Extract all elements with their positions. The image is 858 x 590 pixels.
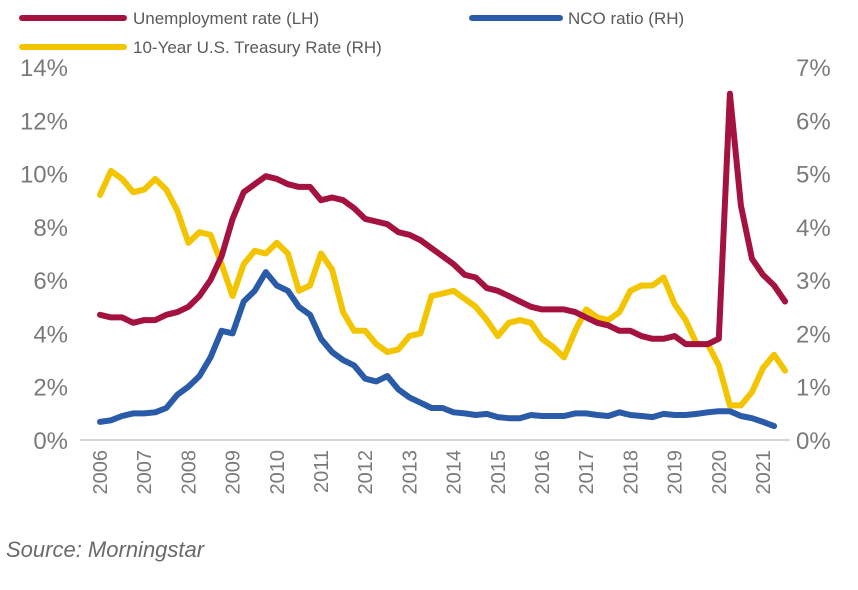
x-tick-label: 2014 <box>444 450 466 495</box>
left-tick-label: 12% <box>20 108 68 135</box>
x-tick-label: 2012 <box>355 450 377 495</box>
x-tick-label: 2019 <box>665 450 687 495</box>
legend-label-treasury: 10-Year U.S. Treasury Rate (RH) <box>133 38 382 57</box>
x-tick-label: 2016 <box>532 450 554 495</box>
right-axis: 0% 1% 2% 3% 4% 5% 6% 7% <box>796 55 831 455</box>
legend: Unemployment rate (LH) NCO ratio (RH) 10… <box>19 9 684 57</box>
x-tick-label: 2008 <box>178 450 200 495</box>
right-tick-label: 6% <box>796 108 831 135</box>
left-tick-label: 0% <box>33 428 68 455</box>
source-note: Source: Morningstar <box>6 537 205 562</box>
left-tick-label: 10% <box>20 162 68 189</box>
right-tick-label: 1% <box>796 375 831 402</box>
right-tick-label: 7% <box>796 55 831 82</box>
x-tick-label: 2015 <box>488 450 510 495</box>
right-tick-label: 0% <box>796 428 831 455</box>
left-tick-label: 6% <box>33 268 68 295</box>
right-tick-label: 5% <box>796 162 831 189</box>
left-tick-label: 14% <box>20 55 68 82</box>
x-tick-label: 2013 <box>399 450 421 495</box>
x-tick-label: 2006 <box>90 450 112 495</box>
left-tick-label: 2% <box>33 375 68 402</box>
left-tick-label: 8% <box>33 215 68 242</box>
series-lines <box>97 90 789 430</box>
x-tick-label: 2010 <box>267 450 289 495</box>
nco-ratio-line <box>97 269 778 430</box>
treasury-rate-line <box>97 167 789 409</box>
x-tick-label: 2009 <box>223 450 245 495</box>
x-tick-label: 2007 <box>134 450 156 495</box>
legend-label-nco: NCO ratio (RH) <box>568 9 684 28</box>
right-tick-label: 4% <box>796 215 831 242</box>
left-tick-label: 4% <box>33 321 68 348</box>
x-tick-label: 2018 <box>620 450 642 495</box>
x-tick-label: 2011 <box>311 450 333 493</box>
x-tick-label: 2021 <box>753 450 775 495</box>
legend-label-unemployment: Unemployment rate (LH) <box>133 9 319 28</box>
left-axis: 0% 2% 4% 6% 8% 10% 12% 14% <box>20 55 68 455</box>
x-tick-label: 2020 <box>709 450 731 495</box>
x-axis: 2006 2007 2008 2009 2010 2011 2012 2013 2014 2015… <box>90 450 775 495</box>
right-tick-label: 3% <box>796 268 831 295</box>
right-tick-label: 2% <box>796 321 831 348</box>
x-tick-label: 2017 <box>576 450 598 495</box>
unemployment-rate-line <box>97 90 789 348</box>
